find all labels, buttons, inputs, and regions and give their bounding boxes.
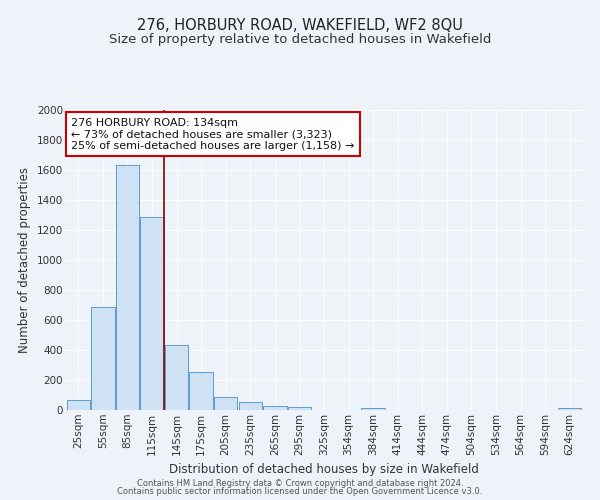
Bar [116, 165, 139, 410]
Text: Size of property relative to detached houses in Wakefield: Size of property relative to detached ho… [109, 34, 491, 46]
Bar [140, 217, 164, 410]
Bar [214, 397, 238, 410]
Bar [91, 306, 115, 410]
Bar [67, 400, 90, 410]
Bar [239, 402, 262, 410]
Y-axis label: Number of detached properties: Number of detached properties [19, 167, 31, 353]
Bar [263, 406, 287, 410]
Bar [361, 408, 385, 410]
Bar [190, 372, 213, 410]
Text: Contains public sector information licensed under the Open Government Licence v3: Contains public sector information licen… [118, 487, 482, 496]
Text: 276 HORBURY ROAD: 134sqm
← 73% of detached houses are smaller (3,323)
25% of sem: 276 HORBURY ROAD: 134sqm ← 73% of detach… [71, 118, 355, 150]
Text: 276, HORBURY ROAD, WAKEFIELD, WF2 8QU: 276, HORBURY ROAD, WAKEFIELD, WF2 8QU [137, 18, 463, 32]
Bar [558, 408, 581, 410]
Bar [165, 345, 188, 410]
Text: Contains HM Land Registry data © Crown copyright and database right 2024.: Contains HM Land Registry data © Crown c… [137, 478, 463, 488]
X-axis label: Distribution of detached houses by size in Wakefield: Distribution of detached houses by size … [169, 463, 479, 476]
Bar [288, 407, 311, 410]
